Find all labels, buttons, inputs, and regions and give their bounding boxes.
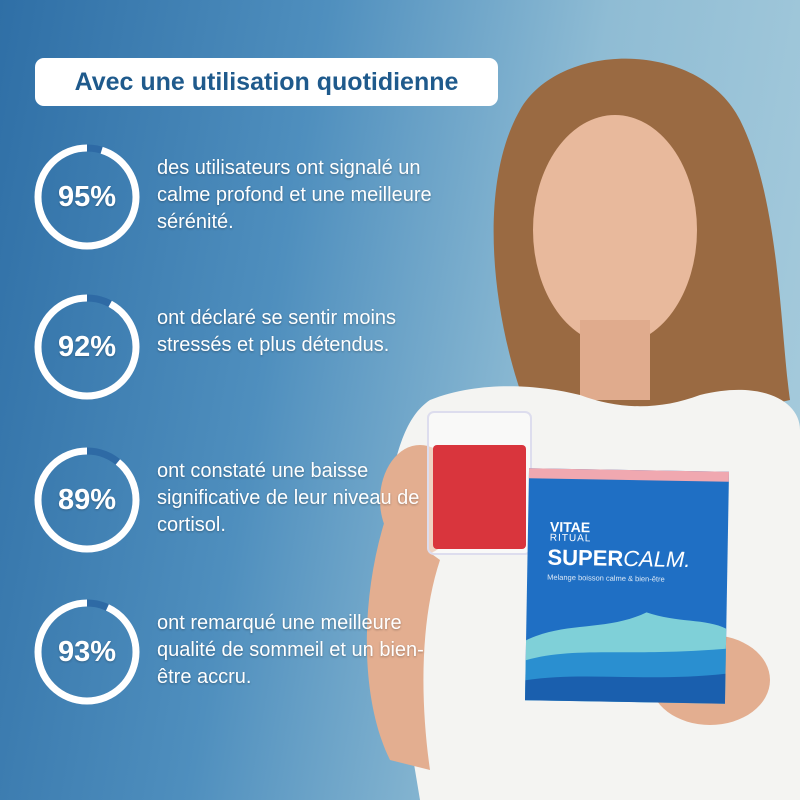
- header-banner: Avec une utilisation quotidienne: [35, 58, 498, 106]
- stat-item: 93% ont remarqué une meilleure qualité d…: [33, 598, 473, 708]
- ring-progress-arc: [34, 144, 140, 250]
- stat-item: 92% ont déclaré se sentir moins stressés…: [33, 293, 473, 403]
- ring-progress-arc: [34, 599, 140, 705]
- ring-progress-arc: [34, 294, 140, 400]
- stat-value: 89%: [57, 483, 117, 516]
- progress-ring: 92%: [33, 293, 141, 401]
- progress-ring: 89%: [33, 446, 141, 554]
- progress-ring: 93%: [33, 598, 141, 706]
- product-name: SUPERCALM.: [547, 545, 690, 573]
- stat-value: 93%: [57, 635, 117, 668]
- stat-item: 89% ont constaté une baisse significativ…: [33, 446, 473, 556]
- ring-graphic: [34, 294, 140, 400]
- stat-value: 92%: [57, 330, 117, 363]
- ring-graphic: [34, 447, 140, 553]
- product-name-bold: SUPER: [547, 544, 624, 571]
- stat-value: 95%: [57, 180, 117, 213]
- mountain-waves-graphic: [524, 612, 727, 704]
- stat-description: ont constaté une baisse significative de…: [157, 460, 420, 536]
- sub-brand: RITUAL: [549, 532, 592, 545]
- product-name-light: CALM.: [623, 545, 691, 573]
- ring-progress-arc: [34, 447, 140, 553]
- stat-description: ont déclaré se sentir moins stressés et …: [157, 307, 397, 356]
- ring-graphic: [34, 144, 140, 250]
- product-tagline: Melange boisson calme & bien-être: [547, 572, 665, 584]
- page-title: Avec une utilisation quotidienne: [74, 67, 459, 96]
- stat-description: des utilisateurs ont signalé un calme pr…: [157, 157, 432, 233]
- progress-ring: 95%: [33, 143, 141, 251]
- stat-description: ont remarqué une meilleure qualité de so…: [157, 612, 424, 688]
- stat-item: 95% des utilisateurs ont signalé un calm…: [33, 143, 473, 253]
- product-pouch: VITAE RITUAL SUPERCALM. Melange boisson …: [524, 468, 730, 704]
- ring-graphic: [34, 599, 140, 705]
